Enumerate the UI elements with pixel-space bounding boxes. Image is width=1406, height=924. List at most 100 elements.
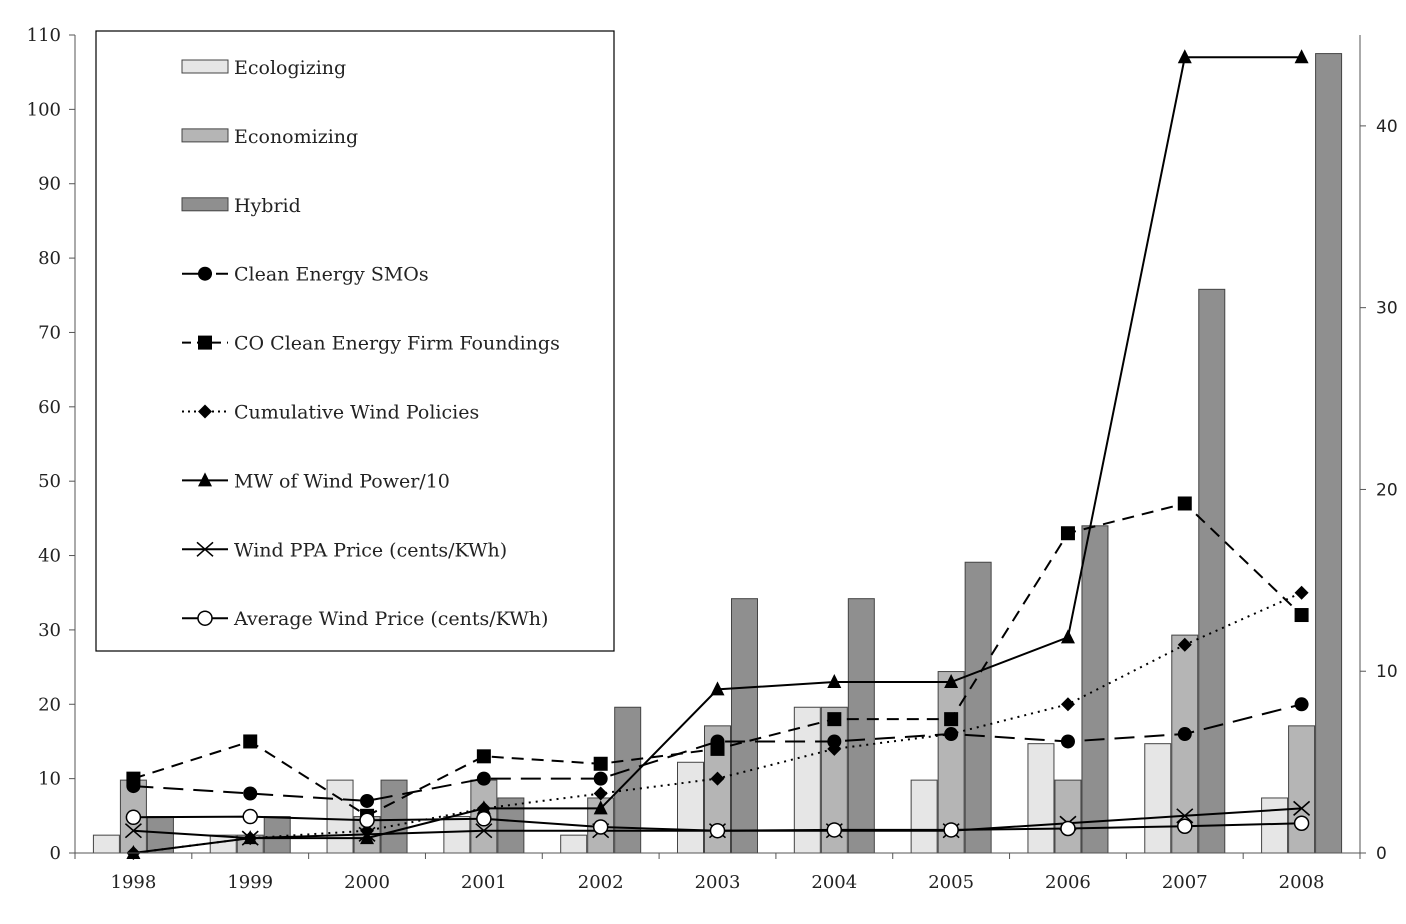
bar-hybrid [497, 797, 525, 854]
bar-hybrid [731, 598, 758, 854]
point-cumulative-wind-policies [1177, 637, 1192, 652]
legend-label-economizing: Economizing [234, 126, 358, 148]
bar-ecologizing [560, 834, 588, 854]
legend-marker-cumulative-wind-policies [198, 404, 212, 419]
point-average-wind-price-cents-kwh [125, 809, 142, 826]
left-axis-tick-label: 30 [38, 620, 61, 641]
point-wind-ppa-price-cents-kwh [1293, 800, 1311, 816]
point-co-clean-energy-firm-foundings [1060, 526, 1075, 541]
left-axis-tick-label: 100 [27, 99, 61, 120]
legend: Ecologizing Economizing Hybrid Clean Energy… [95, 30, 615, 652]
legend-label-wind-ppa-price-cents-kwh: Wind PPA Price (cents/KWh) [234, 539, 507, 561]
legend-swatch-hybrid [181, 197, 229, 212]
right-axis-tick-label: 20 [1376, 480, 1398, 500]
legend-label-clean-energy-smos: Clean Energy SMOs [234, 264, 429, 286]
point-clean-energy-smos [593, 771, 608, 786]
point-wind-ppa-price-cents-kwh [475, 823, 493, 839]
point-cumulative-wind-policies [827, 741, 842, 756]
x-axis-tick-label: 1999 [227, 872, 273, 893]
legend-marker-clean-energy-smos [198, 266, 212, 281]
point-clean-energy-smos [476, 771, 491, 786]
x-axis-tick-label: 2000 [344, 872, 390, 893]
bar-economizing [1288, 725, 1316, 854]
bar-hybrid [1315, 53, 1343, 854]
point-wind-ppa-price-cents-kwh [124, 823, 142, 839]
point-co-clean-energy-firm-foundings [827, 712, 842, 727]
right-axis-tick-label: 40 [1376, 117, 1398, 137]
bar-hybrid [146, 816, 174, 854]
point-average-wind-price-cents-kwh [1060, 820, 1076, 837]
legend-marker-wind-ppa-price-cents-kwh [196, 541, 214, 557]
point-clean-energy-smos [1294, 697, 1309, 712]
point-average-wind-price-cents-kwh [476, 811, 492, 827]
x-axis-tick-label: 2005 [928, 872, 974, 893]
line-clean-energy-smos [133, 703, 1302, 802]
axes-layer: 0 10 20 30 40 50 60 70 80 90 100 110 0 10 20 30 40 1998 19… [27, 25, 1398, 893]
point-co-clean-energy-firm-foundings [243, 734, 258, 749]
point-co-clean-energy-firm-foundings [1294, 608, 1309, 623]
point-clean-energy-smos [827, 734, 842, 749]
legend-label-cumulative-wind-policies: Cumulative Wind Policies [234, 402, 479, 424]
lines-layer [124, 49, 1311, 860]
point-mw-of-wind-power-10 [827, 673, 842, 688]
point-mw-of-wind-power-10 [1060, 629, 1075, 644]
bar-ecologizing [1261, 797, 1289, 854]
bar-ecologizing [910, 779, 938, 854]
legend-marker-average-wind-price-cents-kwh [197, 610, 213, 626]
point-mw-of-wind-power-10 [360, 830, 375, 845]
x-axis-tick-label: 2004 [811, 872, 857, 893]
point-co-clean-energy-firm-foundings [710, 741, 725, 756]
right-axis-tick-label: 10 [1376, 662, 1398, 682]
bar-economizing [1054, 779, 1082, 854]
left-axis-tick-label: 70 [38, 322, 61, 343]
left-axis-tick-label: 80 [38, 248, 61, 269]
bar-ecologizing [677, 761, 704, 854]
legend-swatch-ecologizing [181, 59, 229, 74]
bar-hybrid [847, 598, 875, 854]
point-co-clean-energy-firm-foundings [1177, 496, 1192, 511]
point-average-wind-price-cents-kwh [1293, 815, 1310, 832]
left-axis-tick-label: 10 [38, 769, 61, 790]
legend-label-hybrid: Hybrid [234, 195, 301, 217]
point-co-clean-energy-firm-foundings [126, 771, 141, 786]
point-co-clean-energy-firm-foundings [593, 756, 608, 771]
point-mw-of-wind-power-10 [944, 673, 959, 688]
legend-label-mw-of-wind-power-10: MW of Wind Power/10 [234, 470, 450, 492]
x-axis-tick-label: 1998 [111, 872, 157, 893]
bar-ecologizing [1027, 743, 1055, 854]
point-mw-of-wind-power-10 [126, 845, 141, 859]
legend-label-average-wind-price-cents-kwh: Average Wind Price (cents/KWh) [233, 608, 548, 630]
point-average-wind-price-cents-kwh [709, 822, 726, 839]
x-axis-tick-label: 2002 [578, 872, 624, 893]
left-axis-tick-label: 0 [50, 843, 61, 864]
point-average-wind-price-cents-kwh [242, 808, 258, 825]
point-mw-of-wind-power-10 [593, 800, 608, 815]
point-wind-ppa-price-cents-kwh [1176, 808, 1194, 824]
right-axis-tick-label: 0 [1376, 844, 1387, 864]
right-axis-tick-label: 30 [1376, 299, 1398, 319]
point-mw-of-wind-power-10 [710, 681, 725, 696]
left-axis-tick-label: 20 [38, 694, 61, 715]
bar-hybrid [1198, 288, 1226, 854]
bar-hybrid [1081, 525, 1109, 854]
bar-hybrid [263, 816, 291, 854]
left-axis-tick-label: 110 [27, 25, 61, 46]
bar-ecologizing [443, 816, 471, 854]
point-co-clean-energy-firm-foundings [944, 712, 959, 727]
point-cumulative-wind-policies [1294, 585, 1309, 600]
left-axis-tick-label: 40 [38, 546, 61, 567]
x-axis-tick-label: 2008 [1279, 872, 1325, 893]
point-cumulative-wind-policies [593, 786, 608, 801]
bar-ecologizing [326, 779, 354, 854]
legend-marker-co-clean-energy-firm-foundings [198, 335, 212, 350]
left-axis-tick-label: 90 [38, 174, 61, 195]
bar-hybrid [964, 561, 992, 854]
x-axis-tick-label: 2006 [1045, 872, 1091, 893]
x-axis-tick-label: 2001 [461, 872, 507, 893]
point-cumulative-wind-policies [710, 771, 725, 786]
point-average-wind-price-cents-kwh [826, 822, 843, 838]
point-mw-of-wind-power-10 [1294, 49, 1309, 64]
point-clean-energy-smos [1177, 727, 1192, 742]
bar-hybrid [380, 779, 408, 854]
